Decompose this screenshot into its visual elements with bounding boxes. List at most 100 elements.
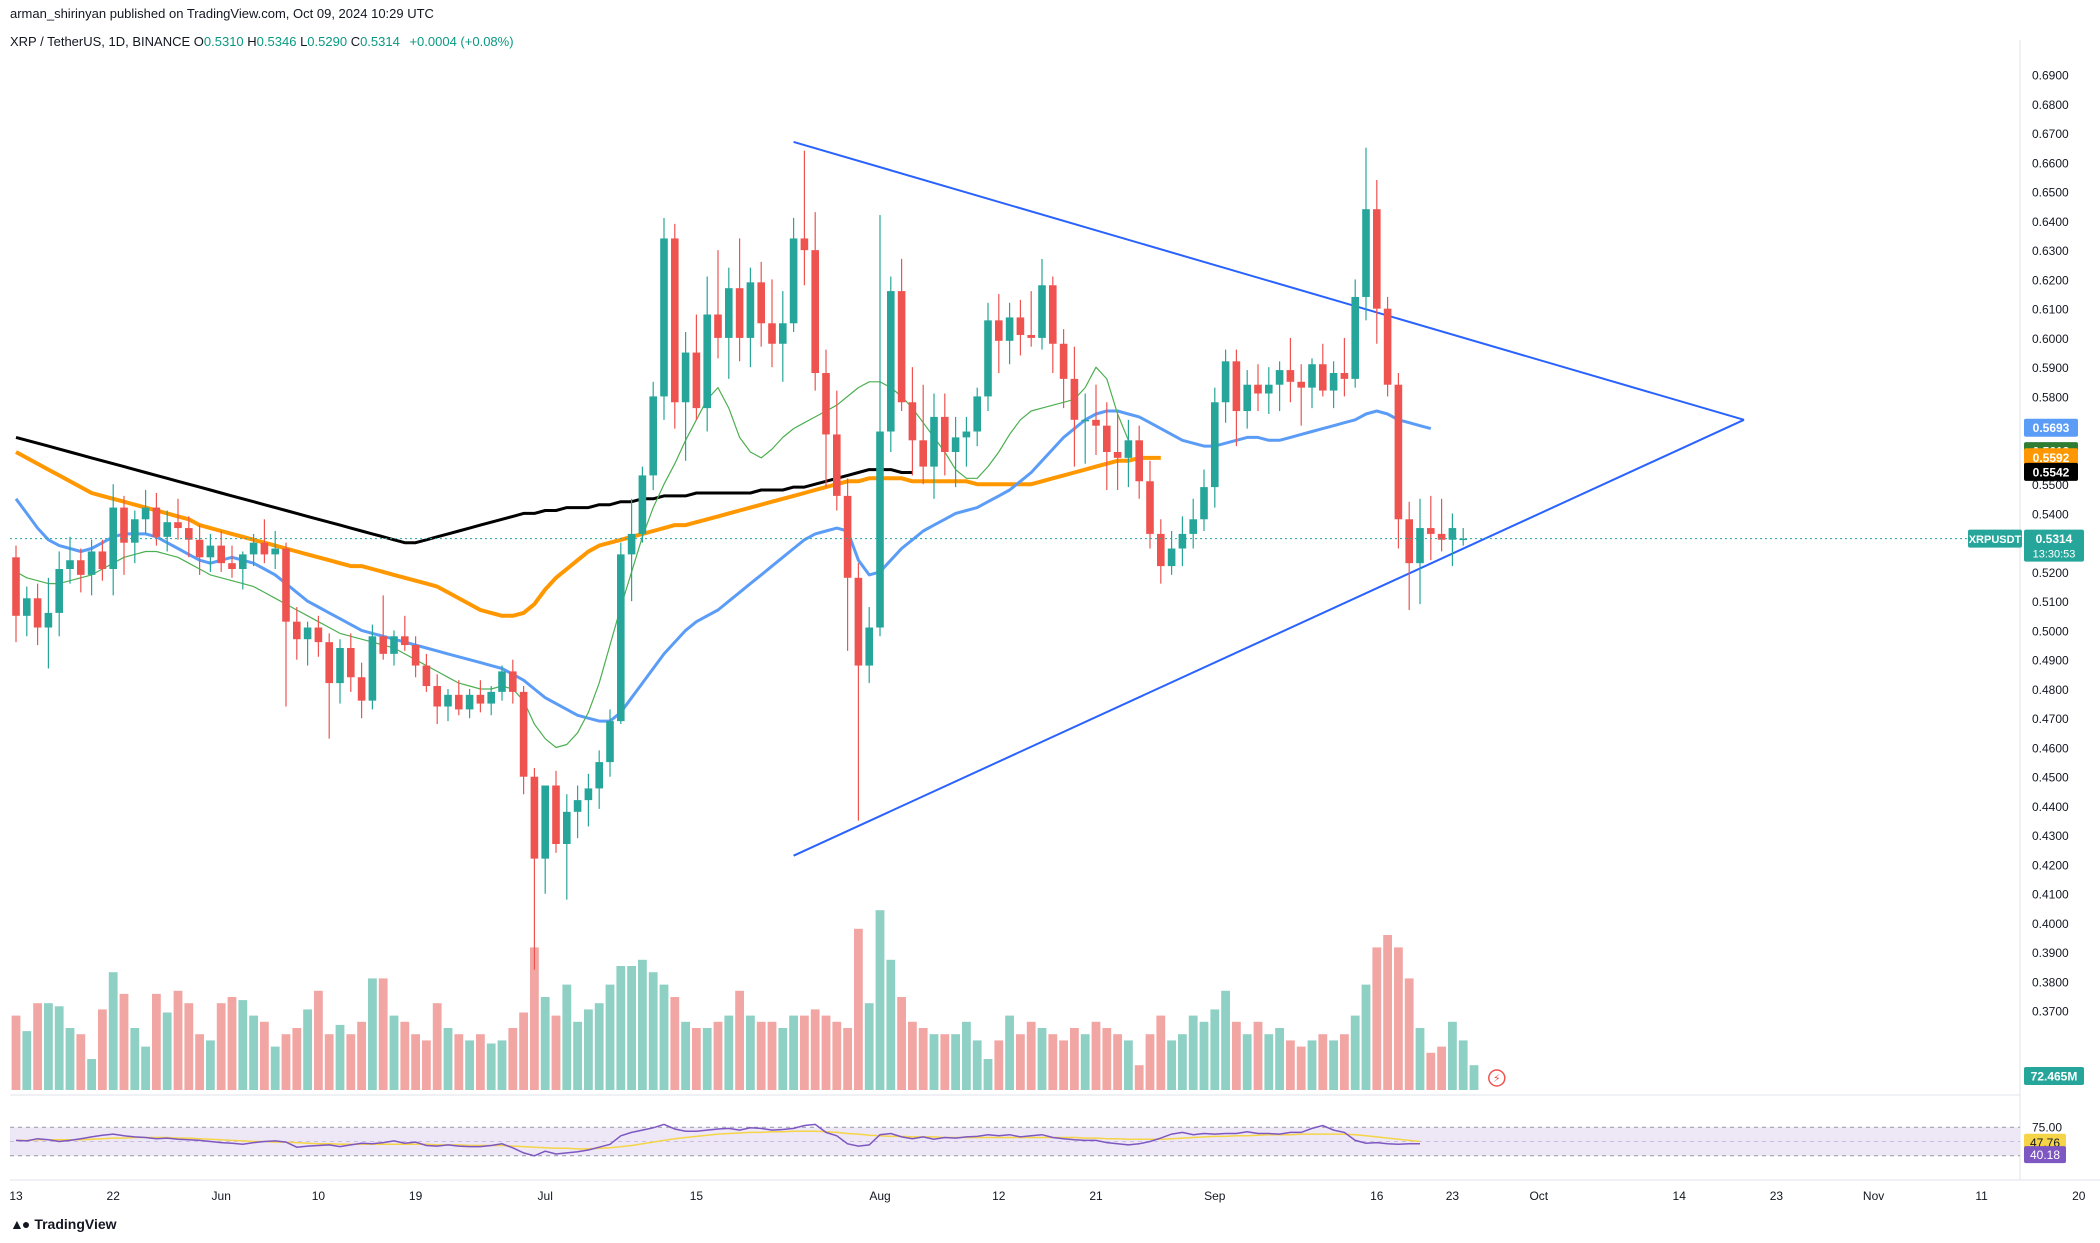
volume-bar [648,972,658,1090]
candle-body [174,522,182,529]
volume-bar [303,1009,312,1090]
volume-bar [713,1021,723,1090]
y-tick-label: 0.4400 [2032,800,2069,814]
y-tick-label: 0.6000 [2032,332,2069,346]
candle-body [811,250,819,374]
volume-bar [1286,1040,1295,1090]
candle-body [962,431,971,438]
candle-body [714,314,722,338]
y-tick-label: 0.4500 [2032,771,2069,785]
candle-body [87,551,96,575]
symbol-title[interactable]: XRP / TetherUS, 1D, BINANCE [10,34,191,49]
y-tick-label: 0.4100 [2032,888,2069,902]
candle-body [465,694,474,710]
candle-body [120,507,128,543]
volume-bar [810,1009,820,1090]
y-tick-label: 0.3700 [2032,1005,2069,1019]
candle-body [379,636,387,654]
candle-body [1405,519,1413,564]
candle-body [649,396,657,476]
volume-bar [994,1040,1004,1090]
volume-bar [22,1031,32,1090]
last-price-label: 0.5314 [2036,532,2073,546]
volume-bar [1145,1034,1155,1090]
volume-bar [357,1021,366,1090]
high-value: 0.5346 [256,34,297,49]
volume-bar [551,1015,561,1090]
candle-body [1103,425,1111,452]
y-tick-label: 0.6100 [2032,303,2069,317]
candle-body [1092,419,1100,426]
candle-body [887,291,895,432]
candle-body [1394,384,1403,520]
volume-bar [800,1015,809,1090]
candle-body [1319,364,1327,391]
y-tick-label: 0.4300 [2032,829,2069,843]
close-label: C [350,34,361,49]
volume-bar [87,1059,96,1090]
grid [10,40,2100,1181]
volume-bar [1242,1034,1252,1090]
volume-bar [411,1034,420,1090]
candle-body [98,551,107,570]
candle-body [1383,308,1392,385]
candle-body [951,437,960,452]
volume-bar [854,928,863,1090]
candle-body [919,440,927,467]
rsi-ma-line [16,1130,1421,1150]
volume-bar [1350,1015,1360,1090]
candle-body [325,642,333,684]
candle-body [303,627,312,640]
candle-body [995,320,1003,341]
volume-bar [832,1021,842,1090]
tradingview-logo[interactable]: ▲● TradingView [10,1216,117,1232]
y-tick-label: 0.6600 [2032,156,2069,170]
candle-body [541,785,549,859]
volume-bar [65,1028,75,1090]
candle-body [401,636,409,646]
volume-bar [1415,1028,1425,1090]
candle-body [1081,419,1089,422]
alert-icon[interactable] [1488,1069,1506,1087]
high-label: H [247,34,257,49]
ma-price-label-bg [2024,448,2078,467]
ma-price-label-bg [2024,462,2078,481]
y-tick-label: 0.5800 [2032,390,2069,404]
volume-bar [702,1028,712,1090]
x-tick-label: Oct [1529,1189,1548,1203]
candle-body [1427,528,1435,534]
y-tick-label: 0.4600 [2032,741,2069,755]
candle-body [1265,384,1273,394]
candles [12,147,1467,970]
brand-label: TradingView [34,1216,117,1232]
time-axis[interactable]: 13 22 Jun 10 19 Jul 15 Aug 12 21 Sep 16 23 Oct 14 23 Nov… [9,1189,2100,1203]
candle-body [617,554,625,722]
volume-bar [389,1015,399,1090]
price-axis[interactable]: 0.6900 0.6800 0.6700 0.6600 0.6500 0.6400 0.63… [2032,69,2069,1019]
volume-bar [843,1028,852,1090]
x-tick-label: 22 [107,1189,121,1203]
candle-body [422,665,431,687]
volume-bar [314,990,323,1090]
open-label: O [193,34,204,49]
y-tick-label: 0.6400 [2032,215,2069,229]
volume-bar [616,966,626,1090]
candle-body [1038,285,1046,338]
candle-body [865,627,873,666]
countdown-label: 13:30:53 [2033,549,2076,561]
candle-body [833,434,841,496]
x-tick-label: 20 [2072,1189,2086,1203]
candle-body [1027,334,1035,338]
candle-body [1243,384,1251,412]
y-tick-label: 0.5000 [2032,624,2069,638]
volume-bar [1437,1046,1446,1090]
volume-bar [638,959,647,1090]
candle-body [55,569,63,613]
trendlines[interactable] [793,140,1745,857]
rsi-label-bg [2024,1146,2066,1164]
ma-price-label: 0.5592 [2033,451,2070,465]
volume-bar [1210,1009,1220,1090]
candle-body [293,621,301,640]
x-tick-label: 10 [312,1189,326,1203]
